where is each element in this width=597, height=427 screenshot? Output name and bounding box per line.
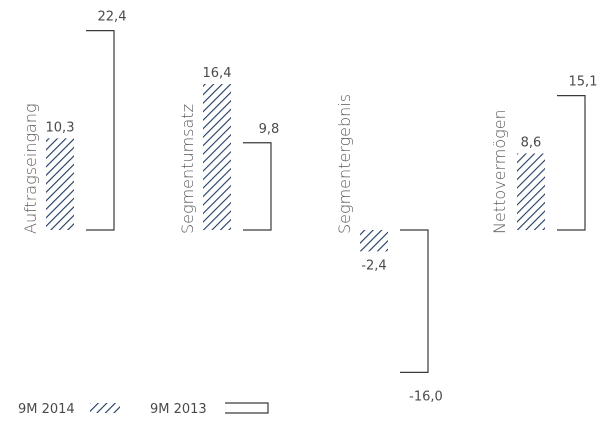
- value-label-9m-2014: 8,6: [521, 135, 542, 150]
- value-label-9m-2013: -16,0: [409, 389, 443, 404]
- bracket-9m-2013: [557, 95, 586, 231]
- value-label-9m-2013: 9,8: [259, 122, 280, 137]
- legend: 9M 2014 9M 2013: [18, 402, 269, 417]
- category-label: Auftragseingang: [21, 103, 40, 234]
- value-label-9m-2014: 16,4: [203, 66, 232, 81]
- bar-9m-2014: [517, 153, 545, 230]
- bracket-9m-2013: [243, 142, 272, 231]
- legend-label-9m-2014: 9M 2014: [18, 402, 75, 417]
- legend-swatch-bracket: [225, 402, 269, 414]
- value-label-9m-2013: 22,4: [98, 10, 127, 25]
- category-label: Segmentergebnis: [335, 94, 354, 234]
- category-label: Nettovermögen: [490, 109, 509, 234]
- legend-swatch-hatched: [90, 403, 120, 413]
- value-label-9m-2014: -2,4: [361, 258, 386, 273]
- bracket-9m-2013: [400, 229, 429, 373]
- value-label-9m-2013: 15,1: [569, 75, 597, 90]
- legend-label-9m-2013: 9M 2013: [150, 402, 207, 417]
- plot-area: Auftragseingang 10,3 22,4 Segmentumsatz 16,4…: [21, 10, 597, 405]
- bar-9m-2014: [203, 84, 231, 230]
- bracket-9m-2013: [86, 30, 115, 231]
- value-label-9m-2014: 10,3: [46, 120, 75, 135]
- category-label: Segmentumsatz: [178, 104, 197, 234]
- bar-9m-2014: [46, 138, 74, 230]
- bar-9m-2014: [360, 230, 388, 252]
